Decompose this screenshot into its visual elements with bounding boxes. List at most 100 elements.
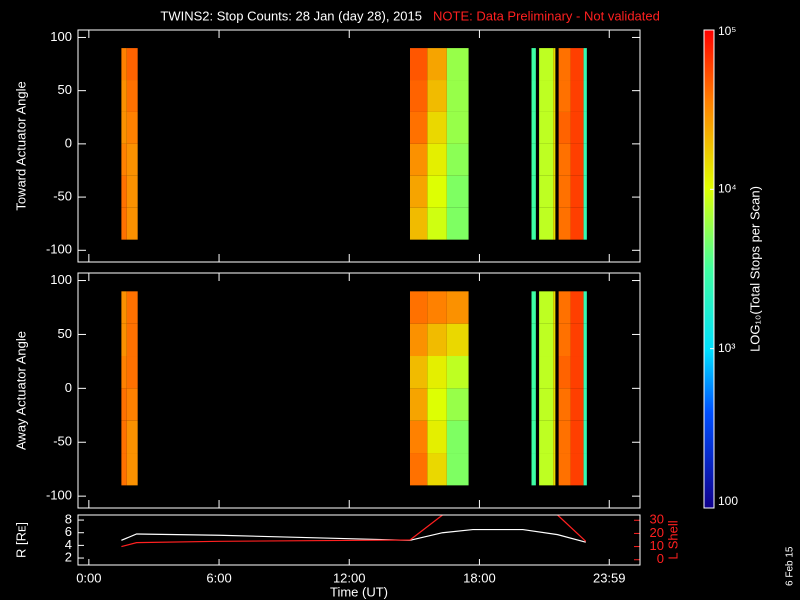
- heat-cell: [539, 48, 554, 81]
- heat-cell: [570, 80, 584, 112]
- heat-cell: [553, 48, 556, 81]
- heat-cell: [121, 48, 127, 81]
- heat-cell: [531, 420, 536, 454]
- heat-cell: [558, 453, 571, 486]
- heat-cell: [539, 356, 554, 389]
- heat-cell: [126, 388, 138, 421]
- heat-cell: [121, 207, 127, 240]
- y-axis-label: R [Rᴇ]: [13, 522, 28, 558]
- note: NOTE: Data Preliminary - Not validated: [433, 8, 660, 23]
- panel-frame: [77, 29, 641, 263]
- heat-cell: [558, 48, 571, 81]
- heat-cell: [121, 420, 127, 454]
- heat-cell: [427, 291, 447, 324]
- colorbar-tick-label: 10⁴: [718, 182, 737, 196]
- colorbar-tick-label: 100: [718, 494, 738, 508]
- y-tick-label: 100: [50, 272, 72, 287]
- heat-cell: [427, 388, 447, 421]
- heat-cell: [583, 175, 587, 208]
- heat-cell: [126, 175, 138, 208]
- heat-cell: [583, 207, 587, 240]
- heat-cell: [531, 80, 536, 112]
- heat-cell: [553, 175, 556, 208]
- y2-axis-label: L Shell: [665, 520, 680, 559]
- heat-cell: [121, 111, 127, 144]
- heat-cell: [553, 111, 556, 144]
- heat-cell: [583, 291, 587, 324]
- heat-cell: [409, 291, 428, 324]
- heat-cell: [558, 207, 571, 240]
- y2-tick-label: 0: [657, 551, 664, 566]
- heat-cell: [553, 388, 556, 421]
- heat-cell: [583, 420, 587, 454]
- colorbar-label: LOG₁₀(Total Stops per Scan): [747, 186, 762, 352]
- heat-cell: [126, 356, 138, 389]
- heat-cell: [126, 207, 138, 240]
- heat-cell: [121, 453, 127, 486]
- heat-cell: [409, 80, 428, 112]
- panel-frame: [77, 272, 641, 509]
- heat-cell: [409, 453, 428, 486]
- heat-cell: [558, 356, 571, 389]
- heat-cell: [558, 175, 571, 208]
- heat-cell: [531, 356, 536, 389]
- y-tick-label: 4: [65, 537, 72, 552]
- heat-cell: [558, 323, 571, 357]
- heat-cell: [570, 453, 584, 486]
- heat-cell: [531, 48, 536, 81]
- heat-cell: [126, 143, 138, 176]
- heat-cell: [553, 356, 556, 389]
- heat-cell: [553, 323, 556, 357]
- y-tick-label: 50: [58, 326, 72, 341]
- heat-cell: [539, 388, 554, 421]
- heat-cell: [558, 420, 571, 454]
- heat-cell: [570, 175, 584, 208]
- heat-cell: [531, 323, 536, 357]
- heat-cell: [409, 207, 428, 240]
- heat-cell: [539, 111, 554, 144]
- heat-cell: [539, 143, 554, 176]
- colorbar-tick-label: 10³: [718, 341, 735, 355]
- heat-cell: [446, 291, 469, 324]
- heat-cell: [531, 207, 536, 240]
- y-tick-label: -100: [46, 488, 72, 503]
- heat-cell: [553, 143, 556, 176]
- date-stamp: 6 Feb 15: [785, 546, 796, 586]
- heat-cell: [126, 323, 138, 357]
- y2-tick-label: 10: [650, 538, 664, 553]
- heat-cell: [427, 323, 447, 357]
- heat-cell: [583, 143, 587, 176]
- heat-cell: [531, 111, 536, 144]
- heat-cell: [409, 111, 428, 144]
- heat-cell: [531, 388, 536, 421]
- heat-cell: [558, 80, 571, 112]
- colorbar: [703, 29, 715, 509]
- heat-cell: [583, 356, 587, 389]
- heat-cell: [531, 143, 536, 176]
- heat-cell: [446, 388, 469, 421]
- heat-cell: [539, 453, 554, 486]
- y2-tick-label: 30: [650, 512, 664, 527]
- heat-cell: [570, 388, 584, 421]
- y2-tick-label: 20: [650, 525, 664, 540]
- heat-cell: [427, 356, 447, 389]
- chart-title: TWINS2: Stop Counts: 28 Jan (day 28), 20…: [160, 8, 422, 23]
- heat-cell: [126, 420, 138, 454]
- y-tick-label: 50: [58, 82, 72, 97]
- heat-cell: [570, 143, 584, 176]
- heat-cell: [121, 175, 127, 208]
- y-tick-label: -50: [53, 434, 72, 449]
- heat-cell: [570, 420, 584, 454]
- heat-cell: [531, 175, 536, 208]
- heat-cell: [539, 207, 554, 240]
- heat-cell: [446, 143, 469, 176]
- heat-cell: [553, 80, 556, 112]
- heat-cell: [446, 80, 469, 112]
- heat-cell: [409, 356, 428, 389]
- heat-cell: [558, 143, 571, 176]
- heat-cell: [409, 48, 428, 81]
- heat-cell: [583, 80, 587, 112]
- heat-cell: [558, 111, 571, 144]
- heat-cell: [427, 111, 447, 144]
